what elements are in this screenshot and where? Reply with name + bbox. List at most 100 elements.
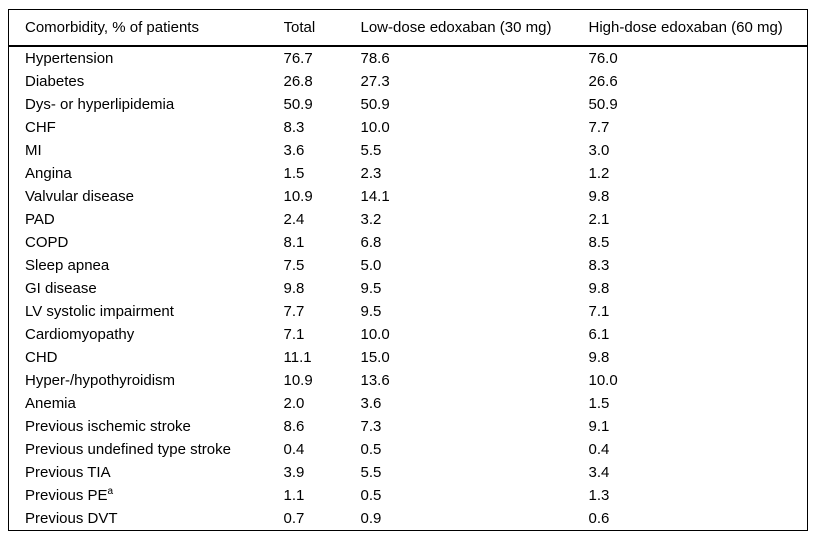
low-dose-value: 5.0 [360,257,382,274]
comorbidity-label: Hypertension [25,50,114,67]
comorbidity-label: COPD [25,234,69,251]
low-dose-value: 9.5 [360,303,382,320]
low-dose-value: 3.6 [360,395,382,412]
low-dose-value: 78.6 [360,50,390,67]
table-row: GI disease 9.8 9.5 9.8 [9,277,808,300]
comorbidity-label: Angina [25,165,72,182]
high-dose-value: 2.1 [588,211,610,228]
low-dose-value: 7.3 [360,418,382,435]
total-value: 1.1 [283,487,305,504]
comorbidity-label: Dys- or hyperlipidemia [25,96,175,113]
table-row: Dys- or hyperlipidemia 50.9 50.9 50.9 [9,93,808,116]
total-value: 10.9 [283,188,313,205]
high-dose-value: 9.1 [588,418,610,435]
high-dose-value: 9.8 [588,280,610,297]
comorbidity-label: Sleep apnea [25,257,110,274]
table-row: Hyper-/hypothyroidism 10.9 13.6 10.0 [9,369,808,392]
low-dose-value: 27.3 [360,73,390,90]
high-dose-value: 3.4 [588,464,610,481]
comorbidity-label: Previous TIA [25,464,111,481]
high-dose-value: 0.4 [588,441,610,458]
comorbidity-label: Diabetes [25,73,85,90]
total-value: 7.5 [283,257,305,274]
table-row: Sleep apnea 7.5 5.0 8.3 [9,254,808,277]
total-value: 2.4 [283,211,305,228]
col-header-low-dose: Low-dose edoxaban (30 mg) [360,9,589,47]
total-value: 76.7 [283,50,313,67]
high-dose-value: 8.3 [588,257,610,274]
high-dose-value: 9.8 [588,188,610,205]
total-value: 50.9 [283,96,313,113]
table-header: Comorbidity, % of patients Total Low-dos… [8,9,808,47]
table-row: Previous PEa 1.1 0.5 1.3 [9,484,808,507]
low-dose-value: 50.9 [360,96,390,113]
total-value: 9.8 [283,280,305,297]
col-header-comorbidity: Comorbidity, % of patients [8,9,284,47]
total-value: 8.3 [283,119,305,136]
comorbidity-label: Previous DVT [25,510,118,527]
high-dose-value: 9.8 [588,349,610,366]
table-row: CHD 11.1 15.0 9.8 [9,346,808,369]
header-row: Comorbidity, % of patients Total Low-dos… [8,9,808,47]
low-dose-value: 14.1 [360,188,390,205]
comorbidity-label: Valvular disease [25,188,134,205]
low-dose-value: 10.0 [360,326,390,343]
low-dose-value: 3.2 [360,211,382,228]
col-header-high-dose: High-dose edoxaban (60 mg) [588,9,808,47]
high-dose-value: 3.0 [588,142,610,159]
low-dose-value: 5.5 [360,464,382,481]
high-dose-value: 7.7 [588,119,610,136]
total-value: 11.1 [283,349,312,366]
table-row: Angina 1.5 2.3 1.2 [9,162,808,185]
low-dose-value: 9.5 [360,280,382,297]
table-row: Previous undefined type stroke 0.4 0.5 0.4 [9,438,808,461]
comorbidity-label: PAD [25,211,55,228]
table-row: PAD 2.4 3.2 2.1 [9,208,808,231]
table-row: Previous ischemic stroke 8.6 7.3 9.1 [9,415,808,438]
low-dose-value: 0.5 [360,441,382,458]
high-dose-value: 8.5 [588,234,610,251]
high-dose-value: 6.1 [588,326,610,343]
total-value: 1.5 [283,165,305,182]
low-dose-value: 10.0 [360,119,390,136]
table-row: Anemia 2.0 3.6 1.5 [9,392,808,415]
total-value: 7.1 [283,326,305,343]
high-dose-value: 76.0 [588,50,618,67]
table-row: Hypertension 76.7 78.6 76.0 [9,46,808,70]
comorbidity-label: CHD [25,349,58,366]
high-dose-value: 7.1 [588,303,610,320]
comorbidity-label: LV systolic impairment [25,303,174,320]
low-dose-value: 0.5 [360,487,382,504]
total-value: 3.9 [283,464,305,481]
comorbidity-label: Previous ischemic stroke [25,418,191,435]
high-dose-value: 1.5 [588,395,610,412]
table-row: MI 3.6 5.5 3.0 [9,139,808,162]
comorbidity-label: Previous undefined type stroke [25,441,231,458]
comorbidity-table: Comorbidity, % of patients Total Low-dos… [8,9,808,531]
low-dose-value: 15.0 [360,349,390,366]
high-dose-value: 50.9 [588,96,618,113]
total-value: 8.1 [283,234,305,251]
table-body: Hypertension 76.7 78.6 76.0 Diabetes 26.8 27.3… [9,46,808,531]
table-row: LV systolic impairment 7.7 9.5 7.1 [9,300,808,323]
comorbidity-label: CHF [25,119,56,136]
comorbidity-table-container: Comorbidity, % of patients Total Low-dos… [8,9,808,531]
total-value: 2.0 [283,395,305,412]
total-value: 3.6 [283,142,305,159]
table-row: CHF 8.3 10.0 7.7 [9,116,808,139]
table-row: Valvular disease 10.9 14.1 9.8 [9,185,808,208]
col-header-total: Total [283,9,361,47]
low-dose-value: 13.6 [360,372,390,389]
table-row: Previous TIA 3.9 5.5 3.4 [9,461,808,484]
high-dose-value: 1.3 [588,487,610,504]
table-row: Diabetes 26.8 27.3 26.6 [9,70,808,93]
high-dose-value: 10.0 [588,372,618,389]
total-value: 0.4 [283,441,305,458]
low-dose-value: 0.9 [360,510,382,527]
comorbidity-label: Anemia [25,395,76,412]
total-value: 7.7 [283,303,305,320]
total-value: 8.6 [283,418,305,435]
low-dose-value: 6.8 [360,234,382,251]
comorbidity-label: Hyper-/hypothyroidism [25,372,176,389]
table-row: COPD 8.1 6.8 8.5 [9,231,808,254]
